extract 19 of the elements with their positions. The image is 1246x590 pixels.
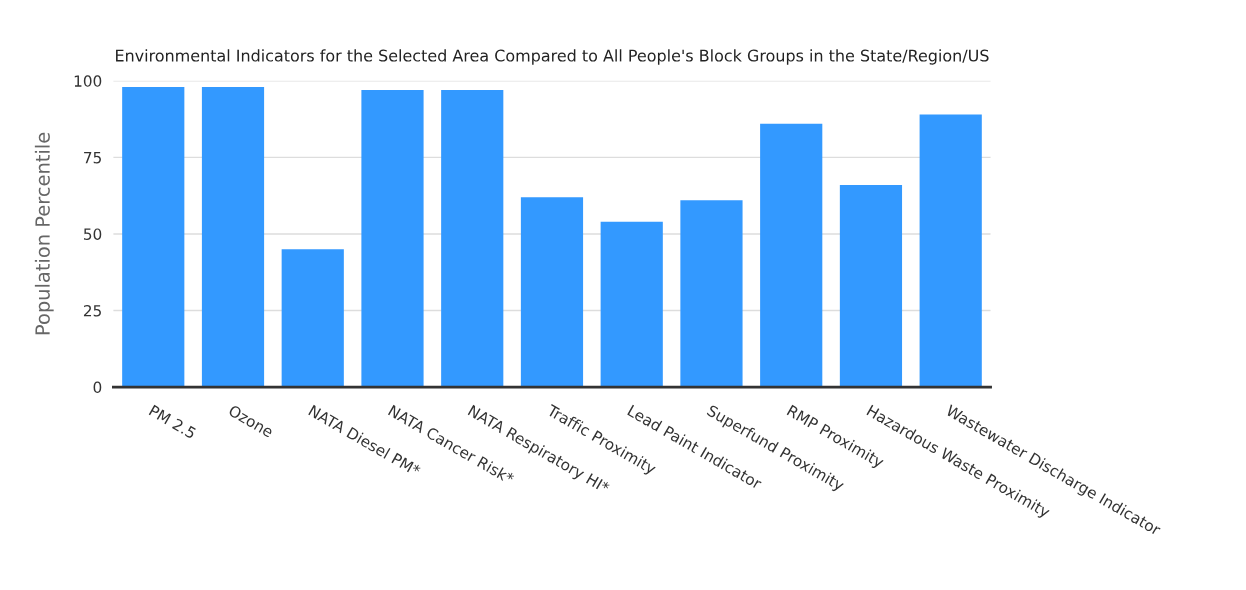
- bar: [919, 114, 982, 388]
- bar: [600, 221, 663, 388]
- bar: [839, 184, 903, 388]
- y-tick-label: 100: [74, 75, 102, 87]
- y-tick-label: 25: [83, 304, 101, 317]
- bar: [122, 86, 185, 388]
- chart-title: Environmental Indicators for the Selected Area Compared to All People's Block Groups in the State/Region/US: [116, 49, 989, 65]
- y-axis-title: Population Percentile: [34, 132, 54, 335]
- y-tick-label: 75: [84, 152, 101, 164]
- bar: [760, 123, 823, 388]
- bar: [201, 86, 265, 388]
- y-tick-label: 50: [84, 228, 102, 240]
- y-tick-label: 0: [93, 381, 102, 394]
- bar: [680, 200, 743, 388]
- bar: [520, 197, 584, 388]
- bar: [441, 90, 504, 388]
- bar: [281, 249, 344, 388]
- x-tick-label: PM 2.5: [148, 404, 197, 440]
- bar: [361, 90, 424, 388]
